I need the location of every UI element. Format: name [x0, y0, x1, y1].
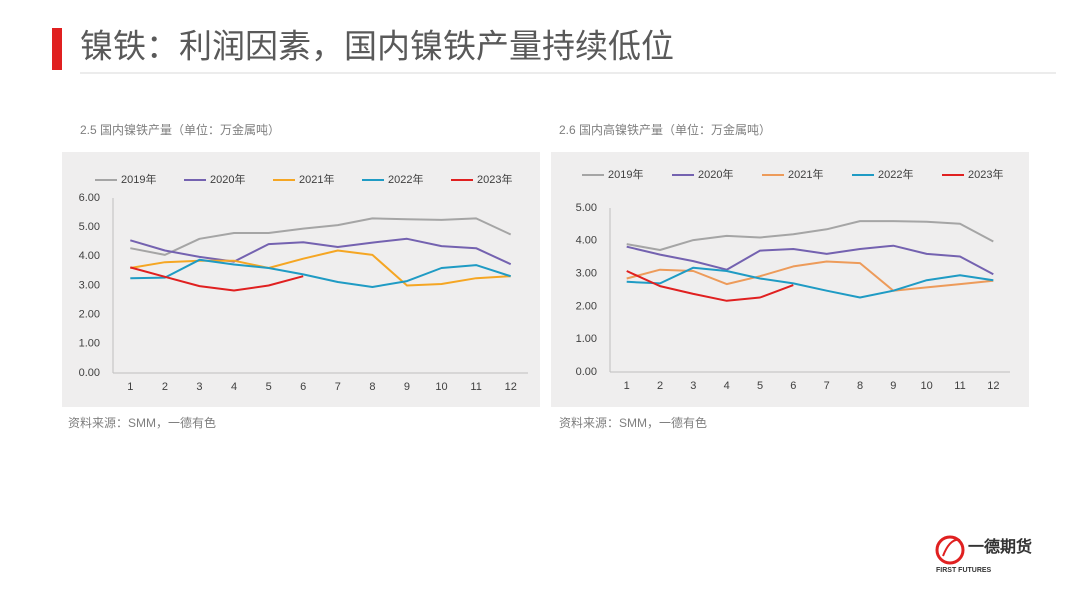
- chart-title: 2.6 国内高镍铁产量（单位：万金属吨）: [559, 122, 771, 137]
- y-tick-label: 2.00: [79, 309, 100, 321]
- title-accent: [52, 28, 62, 70]
- legend-label: 2019年: [608, 167, 643, 181]
- x-tick-label: 2: [162, 381, 168, 393]
- x-tick-label: 10: [435, 381, 447, 393]
- x-tick-label: 8: [857, 380, 863, 392]
- x-tick-label: 11: [954, 380, 965, 392]
- x-tick-label: 12: [987, 380, 999, 392]
- series-line: [130, 217, 512, 256]
- y-tick-label: 5.00: [79, 221, 100, 233]
- x-tick-label: 3: [690, 380, 696, 392]
- legend-label: 2019年: [121, 172, 156, 186]
- chart-panel: [62, 152, 540, 407]
- legend-label: 2020年: [210, 172, 245, 186]
- x-tick-label: 11: [470, 381, 481, 393]
- series-line: [130, 258, 512, 288]
- x-tick-label: 1: [127, 381, 133, 393]
- series-line: [626, 266, 994, 299]
- y-tick-label: 4.00: [576, 235, 597, 247]
- x-tick-label: 5: [757, 380, 763, 392]
- x-tick-label: 7: [335, 381, 341, 393]
- x-tick-label: 3: [196, 381, 202, 393]
- legend-label: 2023年: [968, 167, 1003, 181]
- y-tick-label: 4.00: [79, 250, 100, 262]
- x-tick-label: 5: [266, 381, 272, 393]
- series-line: [626, 244, 994, 276]
- series-line: [130, 237, 512, 266]
- legend-label: 2022年: [878, 167, 913, 181]
- logo: 一德期货 FIRST FUTURES: [935, 535, 1032, 574]
- logo-name: 一德期货: [968, 537, 1032, 556]
- logo-icon: [935, 535, 965, 565]
- chart-panel: [551, 152, 1029, 407]
- legend-label: 2023年: [477, 172, 512, 186]
- chart-title: 2.5 国内镍铁产量（单位：万金属吨）: [80, 122, 280, 137]
- x-tick-label: 1: [624, 380, 630, 392]
- x-tick-label: 6: [790, 380, 796, 392]
- logo-icon: [942, 538, 961, 557]
- y-tick-label: 0.00: [79, 367, 100, 379]
- x-tick-label: 7: [824, 380, 830, 392]
- source-note: 资料来源：SMM，一德有色: [559, 415, 707, 430]
- y-tick-label: 5.00: [576, 202, 597, 214]
- x-tick-label: 4: [724, 380, 730, 392]
- series-line: [130, 249, 511, 287]
- x-tick-label: 12: [505, 381, 517, 393]
- series-line: [130, 266, 304, 292]
- slide-title: 镍铁：利润因素，国内镍铁产量持续低位: [80, 28, 674, 65]
- y-tick-label: 2.00: [576, 300, 597, 312]
- source-note: 资料来源：SMM，一德有色: [68, 415, 216, 430]
- y-tick-label: 6.00: [79, 192, 100, 204]
- y-tick-label: 3.00: [79, 279, 100, 291]
- x-tick-label: 9: [404, 381, 410, 393]
- x-tick-label: 9: [890, 380, 896, 392]
- legend-label: 2022年: [388, 172, 423, 186]
- series-line: [626, 220, 994, 251]
- x-tick-label: 8: [369, 381, 375, 393]
- x-tick-label: 4: [231, 381, 237, 393]
- x-tick-label: 2: [657, 380, 663, 392]
- y-tick-label: 3.00: [576, 268, 597, 280]
- x-tick-label: 10: [921, 380, 933, 392]
- y-tick-label: 0.00: [576, 366, 597, 378]
- legend-label: 2021年: [788, 167, 823, 181]
- logo-sub: FIRST FUTURES: [936, 567, 992, 574]
- y-tick-label: 1.00: [576, 333, 597, 345]
- legend-label: 2020年: [698, 167, 733, 181]
- x-tick-label: 6: [300, 381, 306, 393]
- legend-label: 2021年: [299, 172, 334, 186]
- y-tick-label: 1.00: [79, 338, 100, 350]
- series-line: [626, 270, 794, 302]
